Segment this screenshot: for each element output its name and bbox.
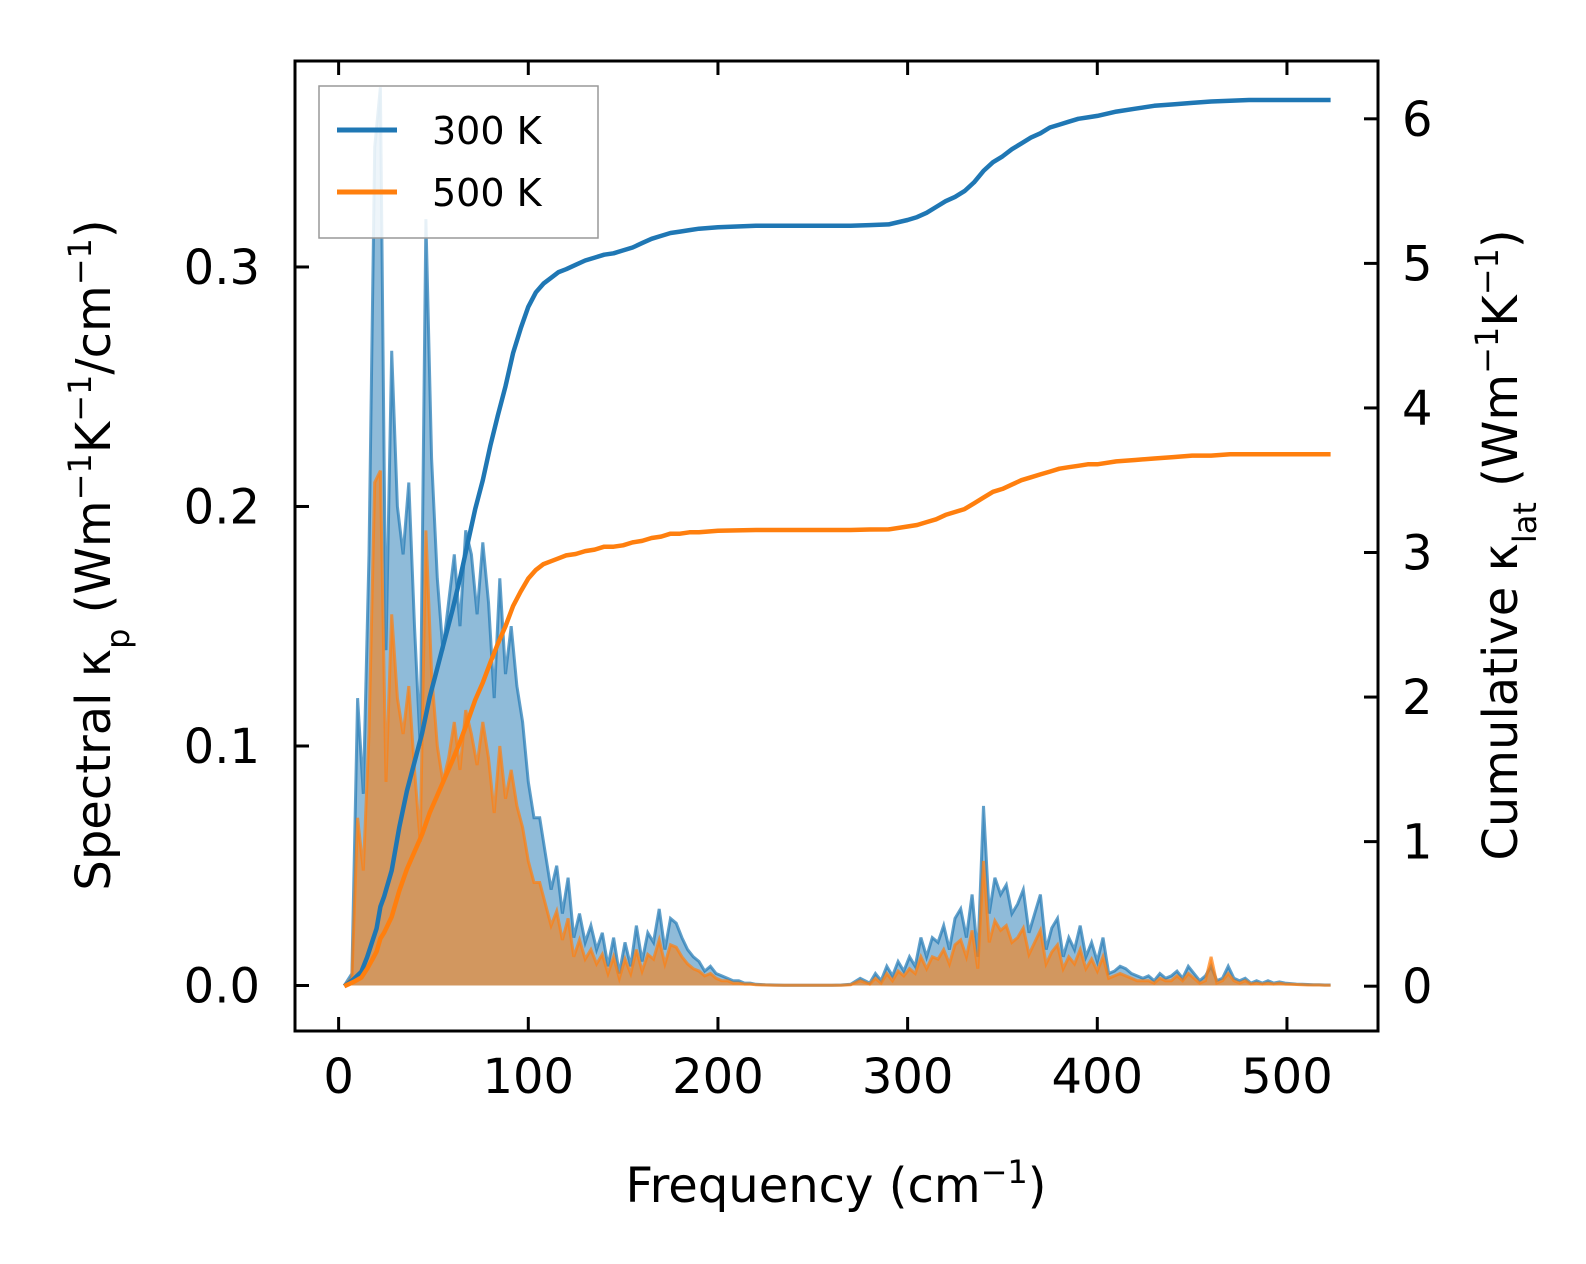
x-tick-label: 500 bbox=[1241, 1049, 1333, 1105]
y-left-tick-label: 0.2 bbox=[184, 479, 260, 535]
y-left-tick-label: 0.0 bbox=[184, 958, 260, 1014]
y-left-tick-label: 0.1 bbox=[184, 719, 260, 775]
cumulative-line-500k bbox=[343, 451, 1331, 989]
x-tick-label: 100 bbox=[482, 1049, 574, 1105]
y-right-axis-label: Cumulative κlat (Wm−1K−1) bbox=[1468, 229, 1544, 860]
y-left-tick-label: 0.3 bbox=[184, 240, 260, 296]
y-right-tick-label: 5 bbox=[1402, 236, 1433, 292]
y-right-tick-label: 3 bbox=[1402, 526, 1433, 582]
y-right-tick-label: 4 bbox=[1402, 381, 1433, 437]
x-tick-label: 400 bbox=[1051, 1049, 1143, 1105]
ticks-layer: 0 100 200 300 400 500 0.0 0.1 0.2 0.3 0 1 2 3 4 5 6 bbox=[184, 61, 1433, 1105]
x-tick-label: 300 bbox=[862, 1049, 954, 1105]
y-right-tick-label: 0 bbox=[1402, 959, 1433, 1015]
legend-box bbox=[318, 85, 599, 239]
spectral-line-500k bbox=[343, 469, 1331, 987]
x-axis-label: Frequency (cm−1) bbox=[625, 1153, 1046, 1214]
spectral-area-500k bbox=[344, 470, 1331, 986]
y-right-tick-label: 2 bbox=[1402, 670, 1433, 726]
cumulative-line-300k bbox=[342, 97, 1331, 988]
y-right-tick-label: 6 bbox=[1402, 92, 1433, 148]
legend: 300 K 500 K bbox=[318, 85, 599, 239]
plot-frame bbox=[293, 59, 1380, 1033]
y-left-axis-label: Spectral κp (Wm−1K−1/cm−1) bbox=[61, 219, 137, 890]
legend-label-500k: 500 K bbox=[432, 171, 543, 215]
x-tick-label: 200 bbox=[672, 1049, 764, 1105]
cumulative-layer bbox=[342, 97, 1331, 989]
legend-label-300k: 300 K bbox=[432, 109, 543, 153]
x-tick-label: 0 bbox=[323, 1049, 354, 1105]
spectral-layer bbox=[343, 87, 1331, 987]
y-right-tick-label: 1 bbox=[1402, 815, 1433, 871]
